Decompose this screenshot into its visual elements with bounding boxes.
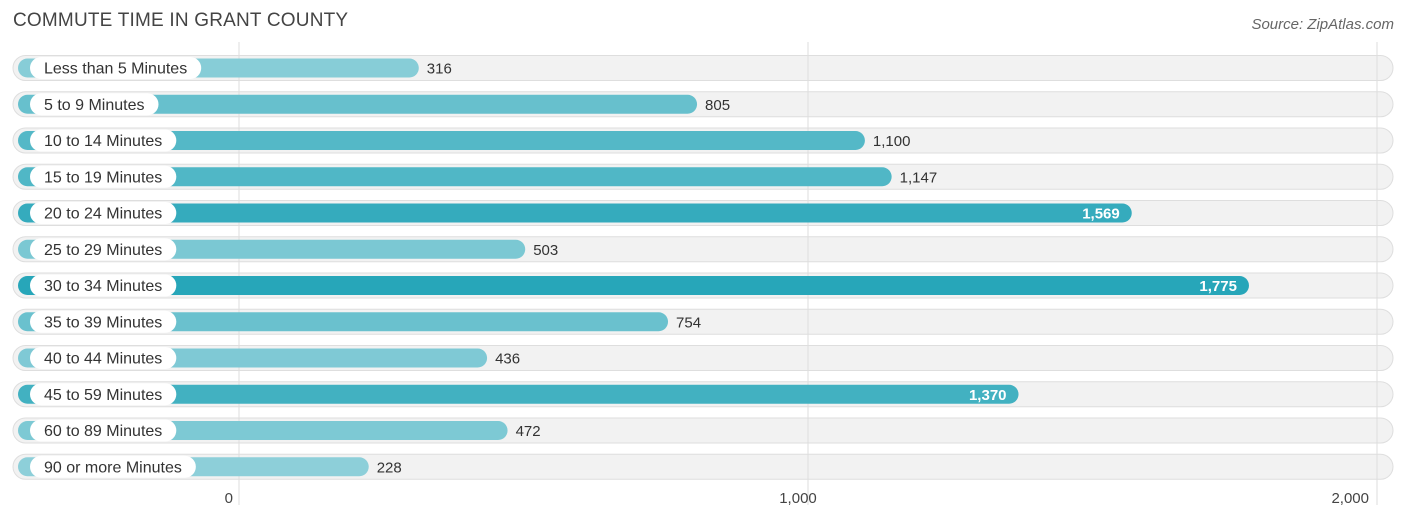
value-label: 1,370 — [969, 387, 1007, 404]
category-label: Less than 5 Minutes — [44, 61, 187, 78]
bar[interactable] — [18, 94, 698, 114]
category-label-pill — [30, 202, 177, 224]
bar[interactable] — [18, 312, 669, 332]
category-label-pill — [30, 93, 159, 116]
category-label: 60 to 89 Minutes — [44, 423, 162, 440]
category-label-pill — [30, 57, 202, 79]
value-label: 316 — [427, 61, 452, 78]
bar-row: 45 to 59 Minutes 1,370 — [12, 381, 1394, 408]
bar-row: 90 or more Minutes 228 — [12, 453, 1394, 480]
category-label: 5 to 9 Minutes — [44, 97, 145, 114]
value-label: 1,775 — [1199, 278, 1237, 295]
category-label-pill — [30, 419, 177, 442]
category-label-pill — [30, 165, 177, 188]
bar[interactable] — [18, 167, 892, 187]
category-label: 25 to 29 Minutes — [44, 242, 162, 259]
x-tick-label: 2,000 — [1331, 490, 1369, 507]
value-label: 472 — [516, 423, 541, 440]
bar-row: 30 to 34 Minutes 1,775 — [12, 272, 1394, 299]
category-label: 20 to 24 Minutes — [44, 206, 162, 223]
rows-layer: Less than 5 Minutes 316 5 to 9 Minutes 805 1… — [12, 55, 1394, 480]
bar[interactable] — [18, 203, 1132, 223]
value-label: 436 — [495, 351, 520, 368]
category-label: 35 to 39 Minutes — [44, 314, 162, 331]
value-label: 228 — [377, 459, 402, 476]
bar-row: 10 to 14 Minutes 1,100 — [12, 127, 1394, 154]
category-label-pill — [30, 383, 177, 406]
bar-row: 25 to 29 Minutes 503 — [12, 236, 1394, 263]
category-label: 10 to 14 Minutes — [44, 133, 162, 150]
bar-row: 35 to 39 Minutes 754 — [12, 308, 1394, 335]
category-label: 40 to 44 Minutes — [44, 351, 162, 368]
bar[interactable] — [18, 384, 1019, 404]
bar-row: 5 to 9 Minutes 805 — [12, 91, 1394, 118]
bar-row: 40 to 44 Minutes 436 — [12, 345, 1394, 371]
x-axis-ticks: 0 1,000 2,000 — [225, 490, 1369, 507]
value-label: 805 — [705, 97, 730, 114]
category-label-pill — [30, 129, 177, 152]
category-label-pill — [30, 347, 177, 369]
category-label: 15 to 19 Minutes — [44, 169, 162, 186]
category-label: 30 to 34 Minutes — [44, 278, 162, 295]
bar-row: 60 to 89 Minutes 472 — [12, 417, 1394, 444]
bar-row: 15 to 19 Minutes 1,147 — [12, 163, 1394, 190]
value-label: 503 — [533, 242, 558, 259]
value-label: 754 — [676, 314, 701, 331]
value-label: 1,100 — [873, 133, 911, 150]
category-label-pill — [30, 455, 196, 478]
value-label: 1,147 — [900, 169, 938, 186]
x-tick-label: 0 — [225, 490, 233, 507]
category-label: 45 to 59 Minutes — [44, 387, 162, 404]
bar[interactable] — [18, 276, 1249, 295]
category-label-pill — [30, 310, 177, 333]
chart-title: COMMUTE TIME IN GRANT COUNTY — [13, 10, 349, 31]
category-label-pill — [30, 238, 177, 261]
category-label-pill — [30, 274, 177, 297]
bar[interactable] — [18, 131, 865, 150]
category-label: 90 or more Minutes — [44, 459, 182, 476]
x-tick-label: 1,000 — [779, 490, 817, 507]
chart-source: Source: ZipAtlas.com — [1251, 16, 1394, 33]
value-label: 1,569 — [1082, 206, 1120, 223]
bar-row: 20 to 24 Minutes 1,569 — [12, 200, 1394, 226]
bar-row: Less than 5 Minutes 316 — [12, 55, 1394, 81]
